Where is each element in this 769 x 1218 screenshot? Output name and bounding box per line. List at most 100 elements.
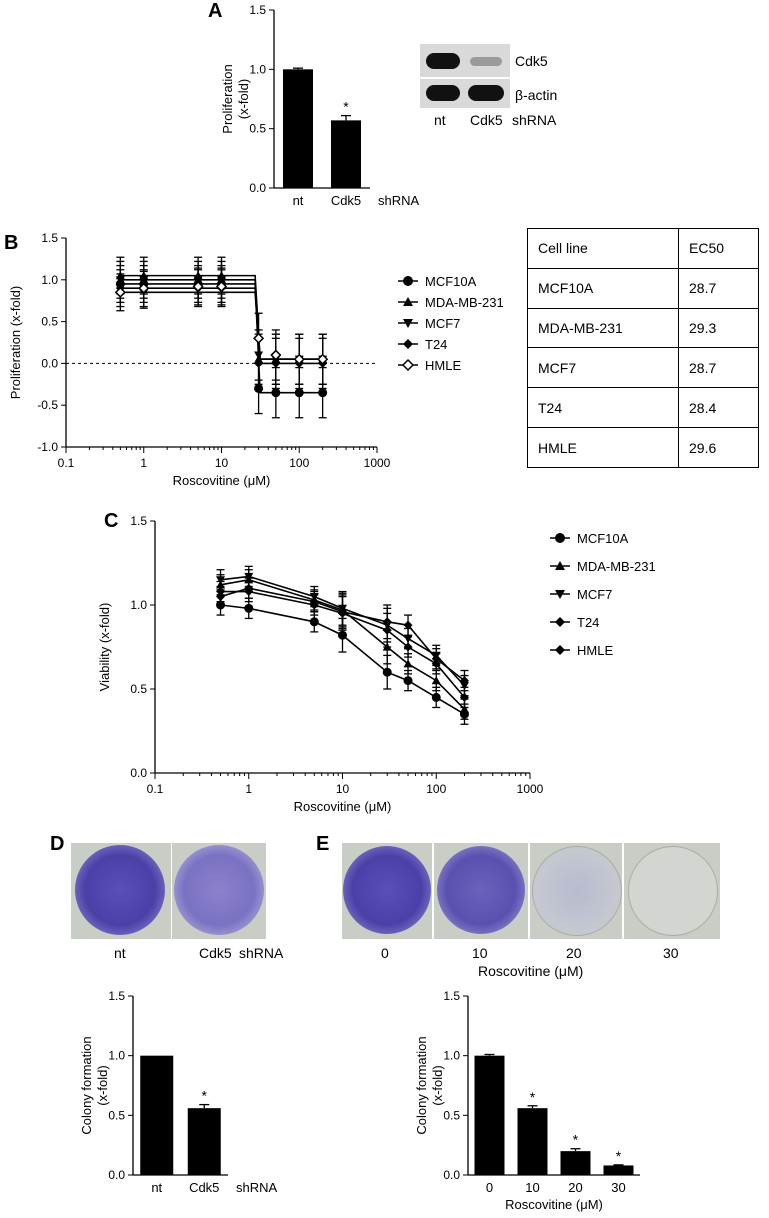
x-tick-label: 0.1	[58, 456, 75, 470]
x-tick-label: 1000	[364, 456, 391, 470]
data-point	[459, 676, 469, 686]
blot-band-cdk5-kd	[470, 57, 502, 66]
y-tick-label: 1.0	[249, 62, 266, 76]
table-header-cell: Cell line	[526, 228, 680, 269]
colony-well-medium	[174, 845, 264, 935]
legend-label: T24	[577, 615, 599, 630]
data-point	[216, 592, 226, 602]
series-line	[220, 604, 465, 715]
data-point	[338, 607, 347, 617]
y-tick-label: 1.5	[108, 989, 125, 1003]
data-point	[403, 276, 413, 286]
table-cell: 28.7	[678, 347, 759, 389]
plate-xlabel: Roscovitine (μM)	[478, 963, 584, 979]
colony-well-empty	[628, 846, 718, 936]
y-tick-label: 0.0	[249, 181, 266, 195]
y-tick-label: 1.5	[41, 231, 58, 245]
table-cell: HMLE	[526, 427, 680, 468]
x-tick-label: 20	[568, 1180, 582, 1195]
y-axis-label: Viability (x-fold)	[97, 603, 112, 692]
data-point	[431, 676, 441, 685]
significance-marker: *	[530, 1089, 536, 1105]
significance-marker: *	[573, 1132, 579, 1148]
table-cell: MCF7	[526, 347, 680, 389]
x-tick-label: 100	[289, 456, 309, 470]
data-point	[403, 319, 413, 328]
panel-a: 0.0 0.5 1.0 1.5 nt * Cdk5 shRNA Proliferation (x-…	[220, 3, 420, 208]
x-tick-label: 1000	[517, 782, 544, 796]
x-tick-label: nt	[293, 193, 304, 208]
legend-label: HMLE	[425, 358, 461, 373]
y-tick-label: 1.0	[108, 1049, 125, 1063]
x-axis-label: Roscovitine (μM)	[294, 799, 392, 814]
x-axis-label: Roscovitine (μM)	[173, 473, 271, 488]
y-axis-label: (x-fold)	[430, 1065, 445, 1105]
panel-c: 0.0 0.5 1.0 1.5 0.1 1 10 100 1000 Roscovitine (μM…	[97, 514, 656, 814]
data-point	[244, 603, 254, 613]
table-row: MDA-MB-231 29.3	[526, 307, 759, 349]
x-tick-label: 10	[336, 782, 350, 796]
data-point	[215, 280, 228, 293]
y-axis-label: (x-fold)	[236, 79, 251, 119]
colony-well-sparse	[532, 846, 622, 936]
colony-plate-image	[71, 843, 171, 939]
bar	[283, 69, 313, 188]
data-point	[270, 349, 282, 361]
blot-lane-label: nt	[434, 112, 446, 128]
y-tick-label: 1.0	[443, 1049, 460, 1063]
series-line	[220, 587, 465, 682]
data-point	[317, 353, 329, 365]
legend-label: T24	[425, 337, 447, 352]
fit-curve	[120, 291, 323, 361]
colony-plate-image	[172, 843, 266, 939]
data-point	[216, 576, 226, 585]
western-blot	[420, 44, 510, 108]
y-tick-label: 0.5	[130, 682, 147, 696]
bar	[140, 1055, 174, 1175]
table-cell: 28.7	[678, 267, 759, 309]
bar	[187, 1108, 221, 1175]
data-point	[459, 704, 469, 713]
legend-label: MDA-MB-231	[425, 295, 504, 310]
blot-lane-label: shRNA	[512, 112, 557, 128]
legend-label: MCF10A	[425, 274, 477, 289]
x-tick-label: 1	[245, 782, 252, 796]
colony-plate-image	[434, 843, 528, 939]
data-point	[382, 667, 392, 677]
bar	[560, 1151, 591, 1175]
y-tick-label: 1.5	[249, 3, 266, 17]
table-row: T24 28.4	[526, 387, 759, 429]
blot-band-actin-nt	[426, 85, 460, 101]
data-point	[403, 620, 413, 630]
legend-label: MCF7	[425, 316, 460, 331]
data-point	[403, 297, 413, 306]
data-point	[271, 388, 281, 398]
x-tick-label: 100	[426, 782, 446, 796]
plate-label: 30	[663, 945, 679, 961]
panel-a-letter: A	[208, 0, 223, 22]
data-point	[403, 676, 413, 686]
data-point	[555, 645, 565, 655]
data-point	[431, 654, 441, 664]
colony-plate-image	[530, 843, 622, 939]
colony-plate-image	[624, 843, 720, 939]
legend-label: MCF7	[577, 587, 612, 602]
blot-band-actin-kd	[468, 85, 504, 101]
table-cell: MDA-MB-231	[526, 307, 680, 349]
plate-label: 0	[381, 945, 389, 961]
y-tick-label: 0.0	[443, 1168, 460, 1182]
x-axis-label: Roscovitine (μM)	[505, 1197, 603, 1212]
colony-well-dense	[437, 846, 525, 934]
data-point	[403, 659, 413, 668]
colony-well-dense	[343, 846, 431, 934]
blot-lane-label: Cdk5	[470, 112, 503, 128]
table-cell: 29.3	[678, 307, 759, 349]
panel-d-letter: D	[50, 833, 65, 855]
y-tick-label: -0.5	[37, 398, 58, 412]
legend-label: HMLE	[577, 643, 613, 658]
series-line	[220, 578, 466, 710]
y-tick-label: 0.5	[41, 315, 58, 329]
data-point	[555, 617, 565, 627]
x-tick-label: nt	[151, 1180, 162, 1195]
panel-b: -1.0 -0.5 0.0 0.5 1.0 1.5 0.1 1 10 100 1000 Roscovi…	[8, 231, 504, 488]
